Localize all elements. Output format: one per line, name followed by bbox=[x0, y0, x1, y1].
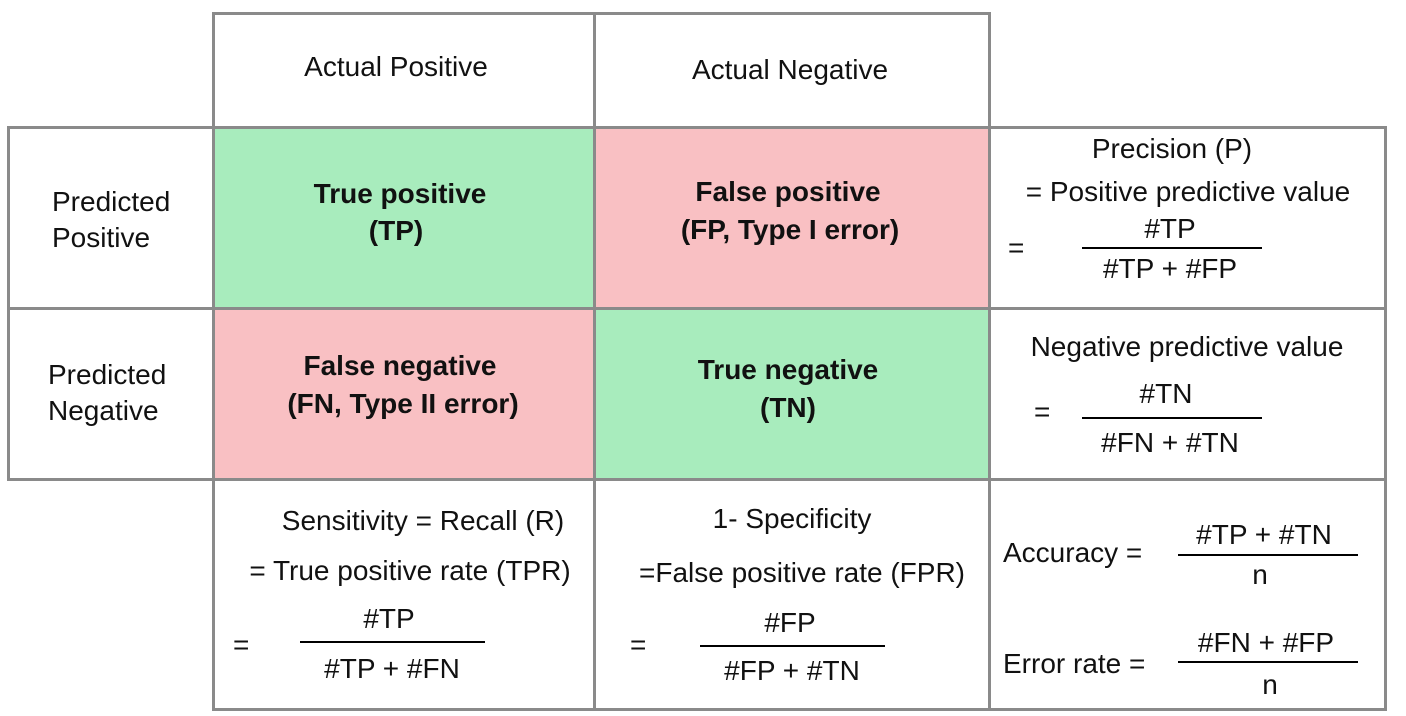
tn-abbr: (TN) bbox=[760, 392, 816, 423]
npv-line1: Negative predictive value bbox=[1030, 331, 1344, 362]
sensitivity-line2: = True positive rate (TPR) bbox=[249, 555, 571, 586]
accuracy-label: Accuracy = bbox=[1003, 537, 1143, 568]
precision-denominator: #TP + #FP bbox=[1102, 253, 1238, 284]
fp-title: False positive bbox=[695, 176, 881, 207]
npv-equals: = bbox=[1034, 396, 1051, 427]
tp-cell bbox=[212, 126, 596, 310]
precision-line1: Precision (P) bbox=[1091, 133, 1253, 164]
fpr-line1: 1- Specificity bbox=[712, 503, 872, 534]
fp-abbr: (FP, Type I error) bbox=[680, 214, 900, 245]
row-label-predicted-negative-1: Predicted bbox=[48, 359, 167, 390]
header-actual-negative: Actual Negative bbox=[691, 54, 889, 85]
fn-title: False negative bbox=[303, 350, 497, 381]
row-label-predicted-positive-1: Predicted bbox=[52, 186, 171, 217]
precision-numerator: #TP bbox=[1144, 213, 1196, 244]
npv-numerator: #TN bbox=[1139, 378, 1193, 409]
sensitivity-equals: = bbox=[233, 629, 250, 660]
row-label-predicted-negative-2: Negative bbox=[48, 395, 159, 426]
sensitivity-fraction-bar bbox=[300, 641, 485, 643]
sensitivity-numerator: #TP bbox=[363, 603, 415, 634]
fpr-fraction-bar bbox=[700, 645, 885, 647]
npv-fraction-bar bbox=[1082, 417, 1262, 419]
accuracy-fraction-bar bbox=[1178, 554, 1358, 556]
accuracy-denominator: n bbox=[1252, 559, 1268, 590]
fp-cell bbox=[593, 126, 991, 310]
fpr-numerator: #FP bbox=[764, 607, 816, 638]
row-label-predicted-positive-cell bbox=[7, 126, 216, 310]
sensitivity-denominator: #TP + #FN bbox=[324, 653, 460, 684]
sensitivity-line1: Sensitivity = Recall (R) bbox=[281, 505, 565, 536]
accuracy-error-cell bbox=[988, 478, 1387, 711]
precision-line2: = Positive predictive value bbox=[1025, 176, 1351, 207]
row-label-predicted-negative-cell bbox=[7, 307, 216, 481]
precision-fraction-bar bbox=[1082, 247, 1262, 249]
error-rate-denominator: n bbox=[1262, 669, 1278, 700]
precision-equals: = bbox=[1008, 232, 1025, 263]
tp-title: True positive bbox=[313, 178, 487, 209]
accuracy-numerator: #TP + #TN bbox=[1196, 519, 1332, 550]
fn-abbr: (FN, Type II error) bbox=[287, 388, 519, 419]
tn-title: True negative bbox=[697, 354, 879, 385]
error-rate-numerator: #FN + #FP bbox=[1197, 627, 1335, 658]
error-rate-label: Error rate = bbox=[1003, 648, 1146, 679]
tn-cell bbox=[593, 307, 991, 481]
tp-abbr: (TP) bbox=[368, 215, 424, 246]
error-rate-fraction-bar bbox=[1178, 661, 1358, 663]
fpr-equals: = bbox=[630, 629, 647, 660]
header-actual-positive: Actual Positive bbox=[304, 51, 488, 82]
fpr-denominator: #FP + #TN bbox=[724, 655, 860, 686]
npv-denominator: #FN + #TN bbox=[1101, 427, 1239, 458]
fpr-line2: =False positive rate (FPR) bbox=[639, 557, 965, 588]
row-label-predicted-positive-2: Positive bbox=[52, 222, 151, 253]
